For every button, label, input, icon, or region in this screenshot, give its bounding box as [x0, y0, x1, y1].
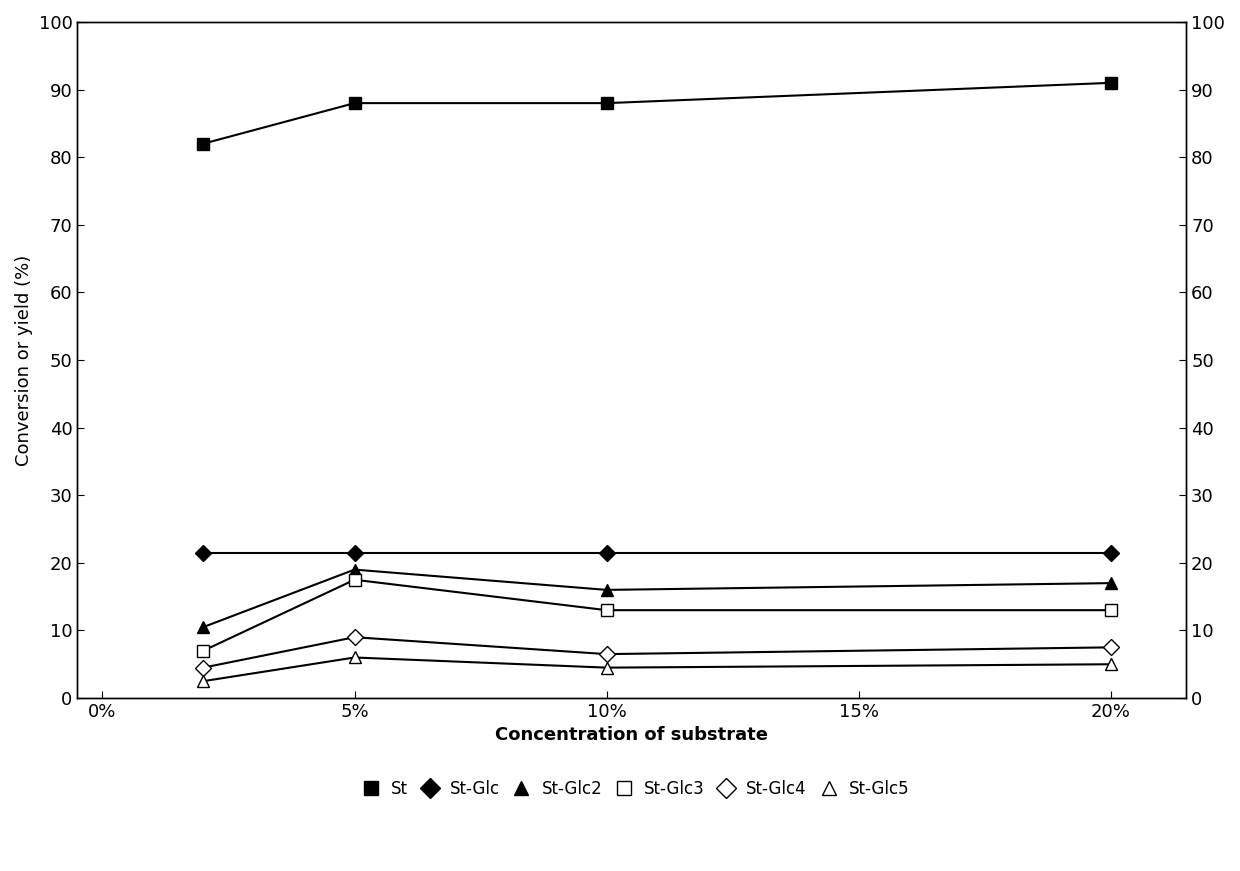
X-axis label: Concentration of substrate: Concentration of substrate	[495, 726, 769, 745]
Legend: St, St-Glc, St-Glc2, St-Glc3, St-Glc4, St-Glc5: St, St-Glc, St-Glc2, St-Glc3, St-Glc4, S…	[347, 773, 916, 805]
Y-axis label: Conversion or yield (%): Conversion or yield (%)	[15, 254, 33, 466]
